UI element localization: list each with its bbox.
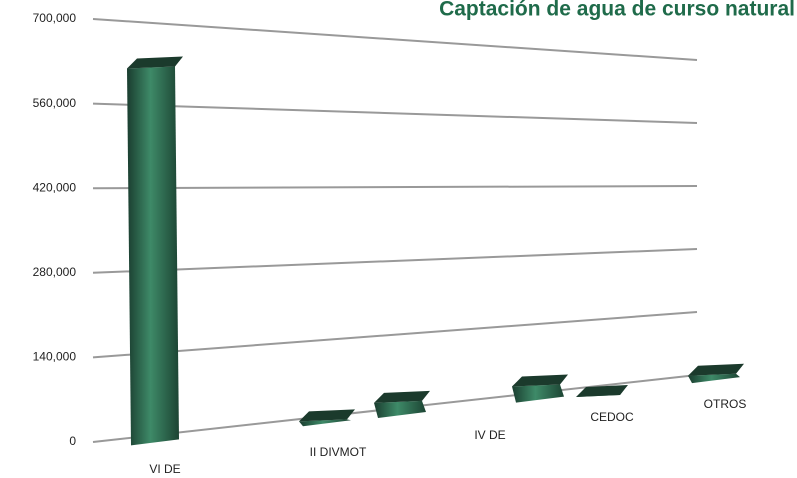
bar [688, 373, 740, 384]
y-tick-label: 0 [69, 434, 76, 448]
bar-top [374, 390, 430, 403]
bar [127, 66, 179, 446]
bar-top [512, 374, 568, 387]
chart-title: Captación de agua de curso natural [439, 0, 795, 21]
bar [512, 384, 564, 403]
bar [374, 400, 426, 418]
bar-top [299, 409, 355, 422]
x-tick-label: CEDOC [590, 410, 634, 424]
x-tick-label: IV DE [474, 428, 505, 442]
y-tick-label: 280,000 [33, 265, 77, 279]
y-tick-label: 140,000 [33, 350, 77, 364]
y-tick-label: 420,000 [33, 180, 77, 194]
grid-line [92, 102, 698, 124]
grid-line [92, 185, 698, 190]
x-tick-label: VI DE [149, 462, 180, 476]
y-tick-label: 700,000 [33, 11, 77, 25]
bar [299, 419, 351, 427]
bar-top [576, 385, 628, 398]
y-tick-label: 560,000 [33, 96, 77, 110]
grid-line [92, 311, 698, 359]
bar-top [688, 363, 744, 376]
bar-top [127, 56, 183, 69]
grid-line [92, 18, 698, 61]
x-tick-label: OTROS [704, 397, 747, 411]
grid-line [92, 248, 698, 274]
x-tick-label: II DIVMOT [310, 445, 367, 459]
